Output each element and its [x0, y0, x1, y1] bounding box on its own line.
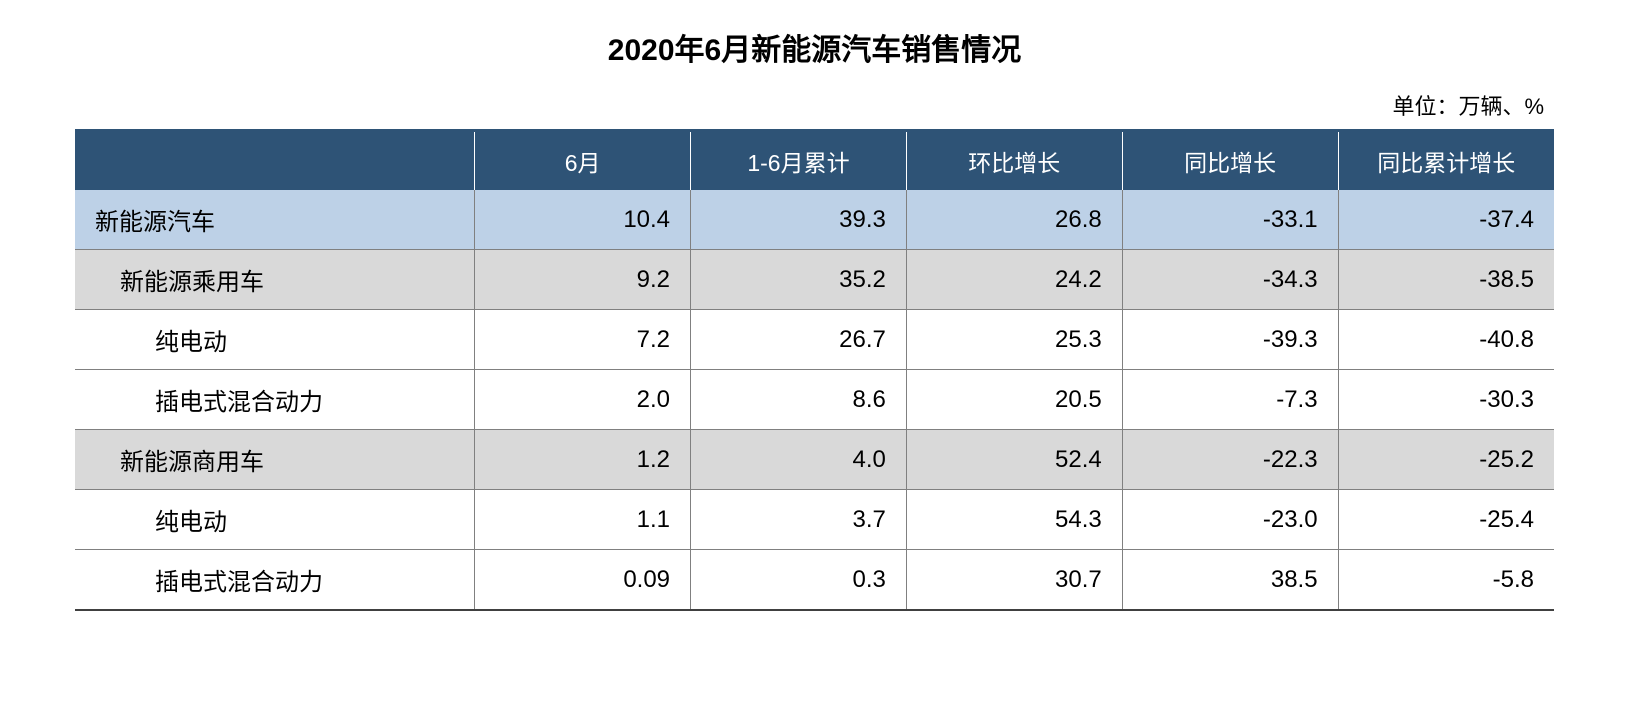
row-label: 插电式混合动力 [75, 550, 475, 611]
cell-value: -39.3 [1122, 310, 1338, 370]
cell-value: 20.5 [906, 370, 1122, 430]
cell-value: 26.7 [691, 310, 907, 370]
cell-value: -22.3 [1122, 430, 1338, 490]
header-category [75, 131, 475, 191]
page-title: 2020年6月新能源汽车销售情况 [75, 25, 1554, 69]
cell-value: 4.0 [691, 430, 907, 490]
cell-value: 24.2 [906, 250, 1122, 310]
header-cumulative: 1-6月累计 [691, 131, 907, 191]
table-row: 新能源商用车 1.2 4.0 52.4 -22.3 -25.2 [75, 430, 1554, 490]
cell-value: -23.0 [1122, 490, 1338, 550]
cell-value: 8.6 [691, 370, 907, 430]
table-header-row: 6月 1-6月累计 环比增长 同比增长 同比累计增长 [75, 131, 1554, 191]
table-row: 新能源乘用车 9.2 35.2 24.2 -34.3 -38.5 [75, 250, 1554, 310]
header-yoy-growth: 同比增长 [1122, 131, 1338, 191]
cell-value: 2.0 [475, 370, 691, 430]
cell-value: 38.5 [1122, 550, 1338, 611]
row-label: 纯电动 [75, 310, 475, 370]
row-label: 纯电动 [75, 490, 475, 550]
table-row: 纯电动 1.1 3.7 54.3 -23.0 -25.4 [75, 490, 1554, 550]
cell-value: 0.09 [475, 550, 691, 611]
cell-value: 3.7 [691, 490, 907, 550]
cell-value: -7.3 [1122, 370, 1338, 430]
row-label: 插电式混合动力 [75, 370, 475, 430]
cell-value: 52.4 [906, 430, 1122, 490]
cell-value: 26.8 [906, 190, 1122, 250]
cell-value: -38.5 [1338, 250, 1554, 310]
table-row: 插电式混合动力 0.09 0.3 30.7 38.5 -5.8 [75, 550, 1554, 611]
cell-value: -25.4 [1338, 490, 1554, 550]
cell-value: 10.4 [475, 190, 691, 250]
table-row: 插电式混合动力 2.0 8.6 20.5 -7.3 -30.3 [75, 370, 1554, 430]
cell-value: 30.7 [906, 550, 1122, 611]
cell-value: 1.1 [475, 490, 691, 550]
row-label: 新能源汽车 [75, 190, 475, 250]
cell-value: 0.3 [691, 550, 907, 611]
cell-value: 9.2 [475, 250, 691, 310]
cell-value: 39.3 [691, 190, 907, 250]
row-label: 新能源乘用车 [75, 250, 475, 310]
cell-value: 35.2 [691, 250, 907, 310]
header-yoy-cumulative: 同比累计增长 [1338, 131, 1554, 191]
header-mom-growth: 环比增长 [906, 131, 1122, 191]
cell-value: 54.3 [906, 490, 1122, 550]
cell-value: -33.1 [1122, 190, 1338, 250]
cell-value: -5.8 [1338, 550, 1554, 611]
cell-value: 1.2 [475, 430, 691, 490]
header-june: 6月 [475, 131, 691, 191]
row-label: 新能源商用车 [75, 430, 475, 490]
cell-value: -34.3 [1122, 250, 1338, 310]
table-row: 新能源汽车 10.4 39.3 26.8 -33.1 -37.4 [75, 190, 1554, 250]
table-row: 纯电动 7.2 26.7 25.3 -39.3 -40.8 [75, 310, 1554, 370]
sales-table: 6月 1-6月累计 环比增长 同比增长 同比累计增长 新能源汽车 10.4 39… [75, 129, 1554, 611]
cell-value: 7.2 [475, 310, 691, 370]
cell-value: -25.2 [1338, 430, 1554, 490]
cell-value: -40.8 [1338, 310, 1554, 370]
table-body: 新能源汽车 10.4 39.3 26.8 -33.1 -37.4 新能源乘用车 … [75, 190, 1554, 610]
cell-value: -30.3 [1338, 370, 1554, 430]
cell-value: 25.3 [906, 310, 1122, 370]
cell-value: -37.4 [1338, 190, 1554, 250]
unit-label: 单位：万辆、% [75, 89, 1554, 121]
